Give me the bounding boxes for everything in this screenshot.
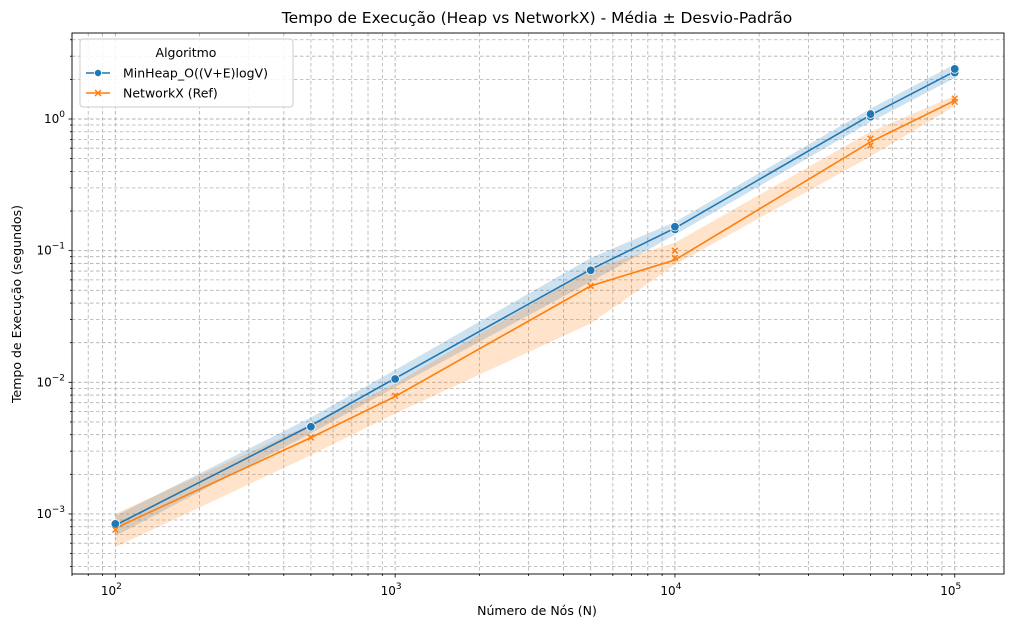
point-series-1-9 [951,95,959,102]
point-series-0-1 [306,422,316,432]
point-series-0-3 [586,265,596,275]
grid [71,33,1004,574]
legend-marker-networkx [94,89,102,97]
x-axis-label: Número de Nós (N) [477,603,597,618]
point-series-1-3 [587,282,595,290]
band-series-1 [115,95,955,548]
point-series-1-4 [671,254,679,262]
point-series-1-2 [391,392,399,400]
point-series-1-7 [867,135,874,142]
series-markers [110,64,960,533]
point-series-1-6 [867,142,874,149]
legend-marker-minheap [94,69,103,78]
legend-box [79,38,294,108]
legend-title: Algoritmo [156,45,217,60]
chart-title: Tempo de Execução (Heap vs NetworkX) - M… [281,9,792,27]
point-series-0-9 [950,64,960,74]
y-axis-label: Tempo de Execução (segundos) [9,205,24,404]
legend: Algoritmo MinHeap_O((V+E)logV) NetworkX … [79,38,294,108]
legend-entry-minheap: MinHeap_O((V+E)logV) [123,66,268,81]
point-series-1-5 [671,247,679,254]
plot-frame [71,32,1005,575]
point-series-1-1 [307,434,315,441]
point-series-0-5 [670,222,680,232]
point-series-1-0 [112,526,119,533]
point-series-0-2 [390,374,400,384]
point-series-0-0 [110,519,121,529]
legend-entry-networkx: NetworkX (Ref) [123,86,218,101]
point-series-0-7 [865,109,876,119]
